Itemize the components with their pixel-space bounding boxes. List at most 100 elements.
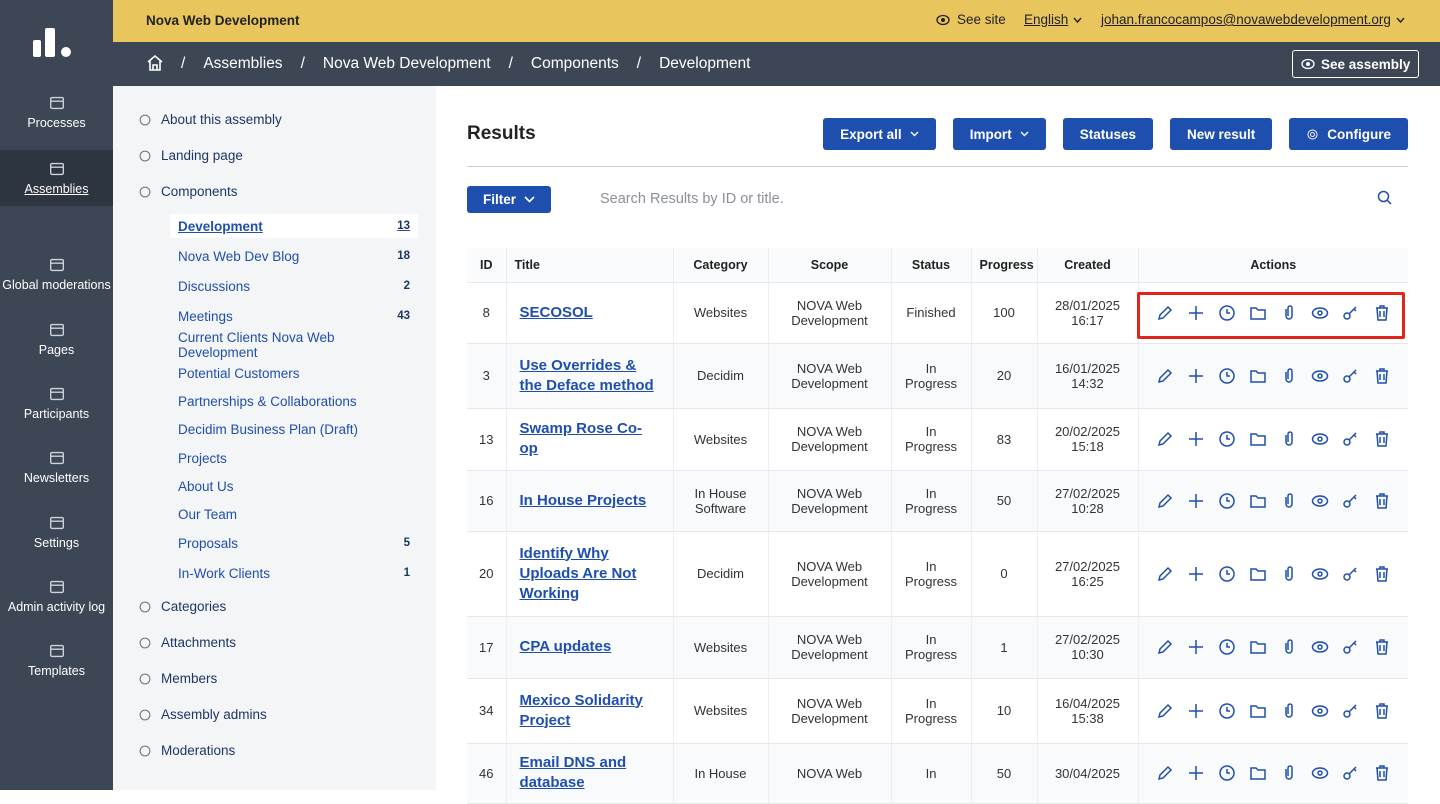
action-icon[interactable] [1248,366,1268,386]
action-icon[interactable] [1217,564,1237,584]
action-icon[interactable] [1310,303,1330,323]
component-item[interactable]: In-Work Clients 1 [170,561,418,585]
action-icon[interactable] [1372,303,1392,323]
action-icon[interactable] [1279,366,1299,386]
action-icon[interactable] [1310,763,1330,783]
result-title-link[interactable]: In House Projects [519,491,647,509]
nav-item[interactable]: Categories [138,599,226,614]
action-icon[interactable] [1372,429,1392,449]
user-email[interactable]: johan.francocampos@novawebdevelopment.or… [1101,12,1391,27]
action-icon[interactable] [1310,701,1330,721]
sidebar-item[interactable]: Assemblies [0,150,113,206]
component-item[interactable]: Potential Customers [170,361,418,385]
toolbar-button[interactable]: Export all [823,118,936,150]
action-icon[interactable] [1186,491,1206,511]
filter-button[interactable]: Filter [467,186,552,213]
toolbar-button[interactable]: New result [1169,118,1273,150]
nav-item[interactable]: Members [138,671,217,686]
component-item[interactable]: About Us [170,474,418,498]
action-icon[interactable] [1248,701,1268,721]
action-icon[interactable] [1248,429,1268,449]
action-icon[interactable] [1279,637,1299,657]
action-icon[interactable] [1155,366,1175,386]
action-icon[interactable] [1217,763,1237,783]
result-title-link[interactable]: Swamp Rose Co-op [519,420,643,457]
result-title-link[interactable]: Mexico Solidarity Project [519,691,643,729]
action-icon[interactable] [1186,564,1206,584]
sidebar-item[interactable]: Pages [0,321,113,357]
component-item[interactable]: Meetings 43 [170,304,418,328]
sidebar-item[interactable]: Templates [0,642,113,678]
breadcrumb-item[interactable]: Components [530,55,619,72]
search-input[interactable]: Search Results by ID or title. [600,191,784,207]
action-icon[interactable] [1341,303,1361,323]
result-title-link[interactable]: Email DNS and database [519,754,627,791]
sidebar-item[interactable]: Newsletters [0,449,113,485]
action-icon[interactable] [1279,763,1299,783]
action-icon[interactable] [1341,564,1361,584]
see-site-link[interactable]: See site [936,12,1006,27]
action-icon[interactable] [1155,303,1175,323]
action-icon[interactable] [1310,564,1330,584]
action-icon[interactable] [1341,491,1361,511]
toolbar-button[interactable]: Statuses [1062,118,1153,150]
sidebar-item[interactable]: Processes [0,94,113,130]
action-icon[interactable] [1372,763,1392,783]
toolbar-button[interactable]: Configure [1289,118,1408,150]
nav-item[interactable]: Moderations [138,743,235,758]
action-icon[interactable] [1186,303,1206,323]
breadcrumb-item[interactable]: Development [659,55,751,72]
nav-item[interactable]: Landing page [138,148,243,163]
component-item[interactable]: Nova Web Dev Blog 18 [170,244,418,268]
sidebar-item[interactable]: Global moderations [0,256,113,292]
component-item[interactable]: Discussions 2 [170,274,418,298]
action-icon[interactable] [1155,763,1175,783]
action-icon[interactable] [1186,366,1206,386]
result-title-link[interactable]: Use Overrides & the Deface method [519,356,654,394]
action-icon[interactable] [1155,491,1175,511]
action-icon[interactable] [1310,491,1330,511]
toolbar-button[interactable]: Import [952,118,1046,150]
component-item[interactable]: Partnerships & Collaborations [170,389,418,413]
action-icon[interactable] [1341,637,1361,657]
action-icon[interactable] [1372,491,1392,511]
search-icon[interactable] [1377,190,1392,205]
breadcrumb-item[interactable]: Assemblies [203,55,283,72]
component-item[interactable]: Projects [170,446,418,470]
action-icon[interactable] [1248,491,1268,511]
action-icon[interactable] [1372,701,1392,721]
action-icon[interactable] [1279,303,1299,323]
result-title-link[interactable]: SECOSOL [519,303,593,321]
action-icon[interactable] [1372,637,1392,657]
action-icon[interactable] [1341,429,1361,449]
action-icon[interactable] [1248,564,1268,584]
action-icon[interactable] [1341,701,1361,721]
action-icon[interactable] [1279,429,1299,449]
sidebar-item[interactable]: Settings [0,514,113,550]
action-icon[interactable] [1155,429,1175,449]
action-icon[interactable] [1310,366,1330,386]
component-item[interactable]: Development 13 [170,214,418,238]
action-icon[interactable] [1155,637,1175,657]
nav-item[interactable]: About this assembly [138,112,282,127]
nav-item[interactable]: Components [138,184,238,199]
result-title-link[interactable]: CPA updates [519,638,612,655]
action-icon[interactable] [1372,366,1392,386]
sidebar-item[interactable]: Admin activity log [0,578,113,614]
action-icon[interactable] [1217,491,1237,511]
component-item[interactable]: Decidim Business Plan (Draft) [170,417,418,441]
action-icon[interactable] [1155,701,1175,721]
action-icon[interactable] [1217,701,1237,721]
action-icon[interactable] [1186,701,1206,721]
action-icon[interactable] [1217,303,1237,323]
action-icon[interactable] [1279,701,1299,721]
action-icon[interactable] [1186,763,1206,783]
nav-item[interactable]: Attachments [138,635,236,650]
home-icon[interactable] [146,54,164,72]
action-icon[interactable] [1217,366,1237,386]
action-icon[interactable] [1155,564,1175,584]
action-icon[interactable] [1310,637,1330,657]
action-icon[interactable] [1279,564,1299,584]
action-icon[interactable] [1186,637,1206,657]
nav-item[interactable]: Assembly admins [138,707,267,722]
